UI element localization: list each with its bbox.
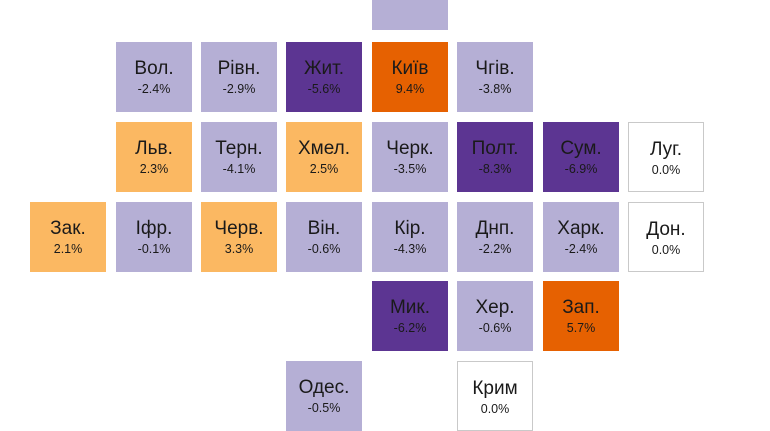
region-tile-vin: Він. -0.6% bbox=[286, 202, 362, 272]
region-value: -5.6% bbox=[307, 82, 341, 96]
region-tile-vol: Вол. -2.4% bbox=[116, 42, 192, 112]
region-name: Днп. bbox=[475, 218, 515, 239]
region-tile-kyiv: Київ 9.4% bbox=[372, 42, 448, 112]
region-name: Черв. bbox=[214, 218, 264, 239]
region-tile-lviv: Льв. 2.3% bbox=[116, 122, 192, 192]
region-value: 9.4% bbox=[395, 82, 425, 96]
region-value: -6.2% bbox=[393, 321, 427, 335]
region-name: Іфр. bbox=[135, 218, 173, 239]
region-value: 5.7% bbox=[566, 321, 596, 335]
region-tile-khark: Харк. -2.4% bbox=[543, 202, 619, 272]
region-name: Хер. bbox=[475, 297, 515, 318]
region-value: -0.5% bbox=[307, 401, 341, 415]
region-value: 0.0% bbox=[651, 243, 681, 257]
region-value: 0.0% bbox=[651, 163, 681, 177]
region-name: Мик. bbox=[389, 297, 431, 318]
region-name: Чгів. bbox=[475, 58, 515, 79]
region-tile-zak: Зак. 2.1% bbox=[30, 202, 106, 272]
region-tile-luh: Луг. 0.0% bbox=[628, 122, 704, 192]
region-name: Київ bbox=[391, 58, 429, 79]
region-tile-kir: Кір. -4.3% bbox=[372, 202, 448, 272]
region-name: Рівн. bbox=[217, 58, 261, 79]
region-value: 0.0% bbox=[480, 402, 510, 416]
region-name: Харк. bbox=[557, 218, 605, 239]
region-name: Зап. bbox=[562, 297, 600, 318]
region-name: Хмел. bbox=[297, 138, 351, 159]
region-tile-ifr: Іфр. -0.1% bbox=[116, 202, 192, 272]
region-value: -8.3% bbox=[478, 162, 512, 176]
region-tile-dnp: Днп. -2.2% bbox=[457, 202, 533, 272]
region-name: Кір. bbox=[394, 218, 426, 239]
region-name: Терн. bbox=[215, 138, 263, 159]
region-name: Він. bbox=[307, 218, 341, 239]
region-tile-zap: Зап. 5.7% bbox=[543, 281, 619, 351]
region-value: -2.9% bbox=[222, 82, 256, 96]
region-tile-cherv: Черв. 3.3% bbox=[201, 202, 277, 272]
region-name: Крим bbox=[472, 378, 518, 399]
region-value: -4.3% bbox=[393, 242, 427, 256]
region-value: -3.5% bbox=[393, 162, 427, 176]
region-tile-cherk: Черк. -3.5% bbox=[372, 122, 448, 192]
region-name: Льв. bbox=[135, 138, 173, 159]
region-tile-tern: Терн. -4.1% bbox=[201, 122, 277, 192]
region-value: 3.3% bbox=[224, 242, 254, 256]
region-tile-krym: Крим 0.0% bbox=[457, 361, 533, 431]
region-tile-polt: Полт. -8.3% bbox=[457, 122, 533, 192]
region-name: Жит. bbox=[303, 58, 345, 79]
region-name: Луг. bbox=[649, 139, 683, 160]
region-value: -0.6% bbox=[307, 242, 341, 256]
region-value: -6.9% bbox=[564, 162, 598, 176]
region-tile-zhyt: Жит. -5.6% bbox=[286, 42, 362, 112]
region-value: -2.4% bbox=[137, 82, 171, 96]
region-name: Дон. bbox=[646, 219, 686, 240]
region-name: Сум. bbox=[560, 138, 602, 159]
region-name: Вол. bbox=[134, 58, 174, 79]
region-value: 2.1% bbox=[53, 242, 83, 256]
region-tile-khmel: Хмел. 2.5% bbox=[286, 122, 362, 192]
region-tile-odes: Одес. -0.5% bbox=[286, 361, 362, 431]
region-tile-cut-top: -0.5% bbox=[372, 0, 448, 30]
region-tile-myk: Мик. -6.2% bbox=[372, 281, 448, 351]
region-tile-rivn: Рівн. -2.9% bbox=[201, 42, 277, 112]
region-value: -4.1% bbox=[222, 162, 256, 176]
region-name: Черк. bbox=[386, 138, 434, 159]
region-name: Полт. bbox=[471, 138, 519, 159]
region-value: -2.4% bbox=[564, 242, 598, 256]
region-value: -0.6% bbox=[478, 321, 512, 335]
region-tile-chern: Чгів. -3.8% bbox=[457, 42, 533, 112]
region-name: Зак. bbox=[50, 218, 86, 239]
region-name: Одес. bbox=[298, 377, 350, 398]
region-value: -3.8% bbox=[478, 82, 512, 96]
region-value: 2.3% bbox=[139, 162, 169, 176]
region-tile-don: Дон. 0.0% bbox=[628, 202, 704, 272]
region-tile-kher: Хер. -0.6% bbox=[457, 281, 533, 351]
region-value: -0.1% bbox=[137, 242, 171, 256]
region-tile-sum: Сум. -6.9% bbox=[543, 122, 619, 192]
region-value: -2.2% bbox=[478, 242, 512, 256]
region-value: 2.5% bbox=[309, 162, 339, 176]
